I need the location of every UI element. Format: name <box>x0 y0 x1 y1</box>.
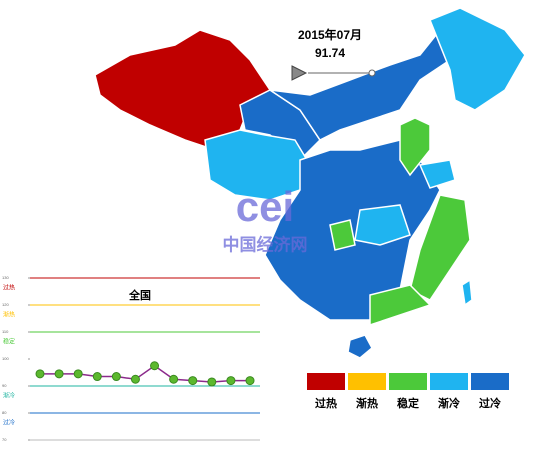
logo-name: 中国经济网 <box>223 234 308 254</box>
legend-label: 过冷 <box>479 396 501 410</box>
logo-mark: cei <box>236 183 294 230</box>
y-tick-label: 120 <box>2 302 9 307</box>
province <box>418 159 456 189</box>
legend-swatch <box>471 373 509 390</box>
point <box>169 374 179 384</box>
legend: 过热 渐热 稳定 渐冷 过冷 <box>307 373 509 410</box>
point <box>54 369 64 379</box>
point <box>207 377 217 387</box>
point <box>92 372 102 382</box>
province <box>461 278 473 307</box>
y-tick-label: 110 <box>2 329 9 334</box>
index-value: 91.74 <box>315 46 345 60</box>
legend-label: 渐冷 <box>438 396 460 410</box>
slider-handle[interactable] <box>368 69 376 77</box>
province <box>354 204 411 246</box>
province <box>399 117 431 177</box>
point <box>111 372 121 382</box>
date: 2015年07月 <box>298 27 362 42</box>
province <box>347 334 373 359</box>
y-tick-label: 100 <box>2 356 9 361</box>
y-tick-label: 90 <box>2 383 7 388</box>
legend-swatch <box>389 373 427 390</box>
point <box>226 376 236 386</box>
legend-swatch <box>348 373 386 390</box>
band-label: 过热 <box>3 284 15 292</box>
y-tick-label: 80 <box>2 410 7 415</box>
legend-label: 渐热 <box>356 396 378 410</box>
band-label: 过冷 <box>3 419 15 427</box>
province <box>409 194 471 301</box>
province <box>369 284 432 327</box>
province <box>329 219 356 251</box>
point <box>245 376 255 386</box>
y-tick-label: 70 <box>2 437 7 442</box>
band-label: 渐热 <box>3 311 15 319</box>
point <box>150 361 160 371</box>
point <box>73 369 83 379</box>
play-button[interactable] <box>291 65 308 81</box>
band-label: 稳定 <box>3 338 15 346</box>
legend-swatch <box>430 373 468 390</box>
band-label: 渐冷 <box>3 392 15 400</box>
point <box>130 374 140 384</box>
y-tick-label: 130 <box>2 275 9 280</box>
legend-label: 过热 <box>315 396 337 410</box>
legend-label: 稳定 <box>397 396 419 410</box>
point <box>188 376 198 386</box>
province <box>429 7 526 111</box>
legend-swatch <box>307 373 345 390</box>
chart-panel <box>0 268 262 449</box>
point <box>35 369 45 379</box>
chart-title: 全国 <box>128 288 151 302</box>
